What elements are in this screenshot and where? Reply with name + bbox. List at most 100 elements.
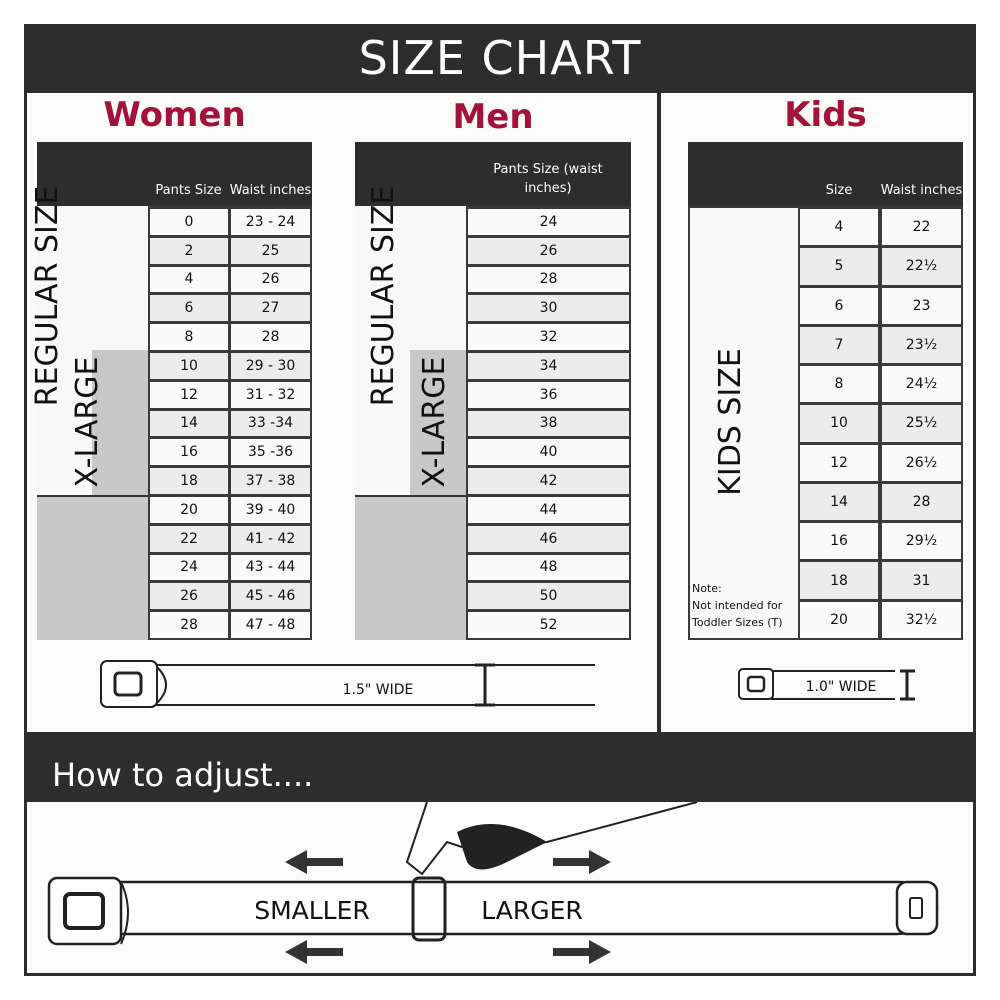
width-marker-icon bbox=[900, 669, 915, 701]
adult-belt-illustration: 1.5" WIDE bbox=[100, 660, 595, 708]
women-row-3-size: 6 bbox=[150, 295, 228, 322]
women-row-12-waist: 43 - 44 bbox=[231, 554, 310, 581]
note-title: Note: bbox=[692, 582, 722, 595]
kids-size-table: Size Waist inches KIDS SIZE 4 22 5 22½ 6 23 7 2… bbox=[688, 142, 963, 640]
women-row-0-size: 0 bbox=[150, 209, 228, 235]
men-row-14-size: 52 bbox=[468, 612, 629, 638]
women-table-header: Pants Size Waist inches bbox=[37, 142, 312, 206]
men-row-6-size: 36 bbox=[468, 381, 629, 408]
arrow-right-top-icon bbox=[553, 850, 611, 874]
kids-row-6-waist: 26½ bbox=[882, 444, 961, 481]
women-row-8-size: 16 bbox=[150, 439, 228, 466]
smaller-label: SMALLER bbox=[254, 896, 370, 925]
women-row-11-waist: 41 - 42 bbox=[231, 525, 310, 552]
adjust-belt-illustration: SMALLER LARGER bbox=[47, 802, 939, 964]
kids-row-2-waist: 23 bbox=[882, 287, 961, 324]
men-title: Men bbox=[452, 97, 534, 137]
kids-belt-illustration: 1.0" WIDE bbox=[738, 668, 915, 701]
kids-row-0-size: 4 bbox=[800, 209, 878, 246]
kids-row-5-size: 10 bbox=[800, 405, 878, 442]
arrow-right-bottom-icon bbox=[553, 940, 611, 964]
women-row-12-size: 24 bbox=[150, 554, 228, 581]
men-row-2-size: 28 bbox=[468, 266, 629, 293]
men-row-3-size: 30 bbox=[468, 295, 629, 322]
men-row-0-size: 24 bbox=[468, 209, 629, 235]
men-xlarge-label: X-LARGE bbox=[417, 356, 452, 488]
men-row-1-size: 26 bbox=[468, 237, 629, 264]
women-size-table: Pants Size Waist inches REGULAR SIZE X-L… bbox=[30, 142, 312, 640]
women-col-waist: Waist inches bbox=[229, 183, 312, 198]
women-row-5-size: 10 bbox=[150, 353, 228, 379]
kids-row-5-waist: 25½ bbox=[882, 405, 961, 442]
women-row-13-size: 26 bbox=[150, 583, 228, 610]
women-row-13-waist: 45 - 46 bbox=[231, 583, 310, 610]
kids-row-2-size: 6 bbox=[800, 287, 878, 324]
men-row-9-size: 42 bbox=[468, 468, 629, 494]
women-row-14-size: 28 bbox=[150, 612, 228, 638]
kids-row-3-waist: 23½ bbox=[882, 326, 961, 364]
kids-row-1-waist: 22½ bbox=[882, 248, 961, 285]
men-row-7-size: 38 bbox=[468, 410, 629, 437]
kids-row-10-waist: 32½ bbox=[882, 601, 961, 638]
larger-label: LARGER bbox=[481, 896, 583, 925]
hand-shadow-icon bbox=[457, 824, 547, 870]
men-xlarge-block-top bbox=[410, 350, 466, 495]
women-row-4-size: 8 bbox=[150, 324, 228, 350]
kids-label-block bbox=[690, 208, 798, 638]
kids-row-4-waist: 24½ bbox=[882, 366, 961, 403]
kids-col-waist: Waist inches bbox=[880, 183, 963, 198]
kids-row-8-size: 16 bbox=[800, 523, 878, 560]
women-title: Women bbox=[103, 95, 246, 135]
women-xlarge-label: X-LARGE bbox=[70, 356, 105, 488]
kids-col-size: Size bbox=[825, 183, 853, 198]
women-row-1-waist: 25 bbox=[231, 237, 310, 264]
women-row-2-size: 4 bbox=[150, 266, 228, 293]
women-row-9-size: 18 bbox=[150, 468, 228, 494]
men-row-12-size: 48 bbox=[468, 554, 629, 581]
women-row-2-waist: 26 bbox=[231, 266, 310, 293]
women-row-7-waist: 33 -34 bbox=[231, 410, 310, 437]
men-row-10-size: 44 bbox=[468, 497, 629, 523]
women-row-11-size: 22 bbox=[150, 525, 228, 552]
kids-note: Note: Not intended for Toddler Sizes (T) bbox=[692, 580, 783, 631]
men-xlarge-block bbox=[355, 495, 466, 640]
men-col-size: Pants Size (waist inches) bbox=[493, 162, 603, 196]
kids-title: Kids bbox=[784, 95, 867, 135]
women-row-10-size: 20 bbox=[150, 497, 228, 523]
women-row-8-waist: 35 -36 bbox=[231, 439, 310, 466]
women-row-14-waist: 47 - 48 bbox=[231, 612, 310, 638]
kids-row-1-size: 5 bbox=[800, 248, 878, 285]
women-xlarge-block-top bbox=[92, 350, 148, 495]
women-row-6-size: 12 bbox=[150, 381, 228, 408]
women-row-0-waist: 23 - 24 bbox=[231, 209, 310, 235]
slider-buckle-icon bbox=[411, 876, 447, 942]
arrow-left-top-icon bbox=[285, 850, 343, 874]
women-row-10-waist: 39 - 40 bbox=[231, 497, 310, 523]
women-row-1-size: 2 bbox=[150, 237, 228, 264]
width-marker-icon bbox=[475, 663, 495, 707]
adult-belt-width: 1.5" WIDE bbox=[343, 682, 414, 698]
men-row-5-size: 34 bbox=[468, 353, 629, 379]
kids-row-8-waist: 29½ bbox=[882, 523, 961, 560]
women-row-4-waist: 28 bbox=[231, 324, 310, 350]
kids-row-6-size: 12 bbox=[800, 444, 878, 481]
kids-size-label: KIDS SIZE bbox=[713, 348, 748, 496]
kids-belt-width: 1.0" WIDE bbox=[806, 679, 877, 695]
women-row-9-waist: 37 - 38 bbox=[231, 468, 310, 494]
men-row-11-size: 46 bbox=[468, 525, 629, 552]
kids-row-0-waist: 22 bbox=[882, 209, 961, 246]
section-divider bbox=[657, 93, 661, 733]
how-to-adjust-heading: How to adjust.... bbox=[24, 732, 976, 802]
kids-row-9-waist: 31 bbox=[882, 562, 961, 599]
kids-row-7-size: 14 bbox=[800, 483, 878, 521]
women-regular-label: REGULAR SIZE bbox=[30, 185, 65, 407]
kids-row-9-size: 18 bbox=[800, 562, 878, 599]
women-row-5-waist: 29 - 30 bbox=[231, 353, 310, 379]
women-row-3-waist: 27 bbox=[231, 295, 310, 322]
arrow-left-bottom-icon bbox=[285, 940, 343, 964]
note-line-1: Not intended for bbox=[692, 599, 783, 612]
note-line-2: Toddler Sizes (T) bbox=[692, 616, 783, 629]
men-row-4-size: 32 bbox=[468, 324, 629, 350]
men-regular-label: REGULAR SIZE bbox=[366, 185, 401, 407]
women-xlarge-block bbox=[37, 495, 148, 640]
